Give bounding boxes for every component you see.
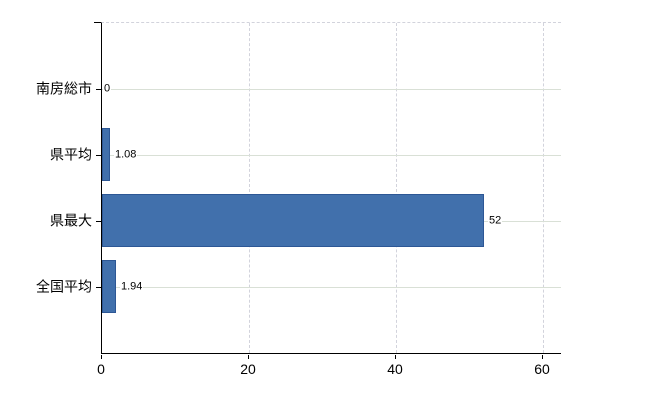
bar: [102, 260, 116, 313]
y-axis-tick: [96, 155, 101, 156]
bar: [102, 128, 110, 181]
category-label: 全国平均: [36, 278, 92, 295]
y-axis-tick: [96, 287, 101, 288]
v-gridline: [396, 23, 397, 353]
category-label: 南房総市: [36, 80, 92, 97]
x-axis-tick: [542, 355, 543, 359]
h-gridline: [102, 287, 561, 288]
h-gridline: [102, 155, 561, 156]
bar: [102, 194, 484, 247]
x-axis-tick-label: 20: [240, 361, 256, 377]
y-axis-end-tick: [94, 22, 101, 23]
x-axis-tick: [248, 355, 249, 359]
plot-area: 0 1.08 52 1.94: [101, 22, 561, 354]
bar-value-label: 1.08: [114, 148, 138, 162]
bar-value-label: 0: [103, 82, 112, 96]
x-axis-tick-label: 40: [387, 361, 403, 377]
bar-value-label: 1.94: [120, 280, 144, 294]
category-label: 県最大: [50, 212, 92, 229]
x-axis-tick-label: 60: [534, 361, 550, 377]
h-gridline: [102, 89, 561, 90]
v-gridline: [249, 23, 250, 353]
category-label: 県平均: [50, 146, 92, 163]
x-axis-tick: [101, 355, 102, 359]
v-gridline: [543, 23, 544, 353]
bar-value-label: 52: [488, 214, 503, 228]
x-axis-tick-label: 0: [97, 361, 105, 377]
y-axis-tick: [96, 221, 101, 222]
x-axis-tick: [395, 355, 396, 359]
y-axis-tick: [96, 89, 101, 90]
